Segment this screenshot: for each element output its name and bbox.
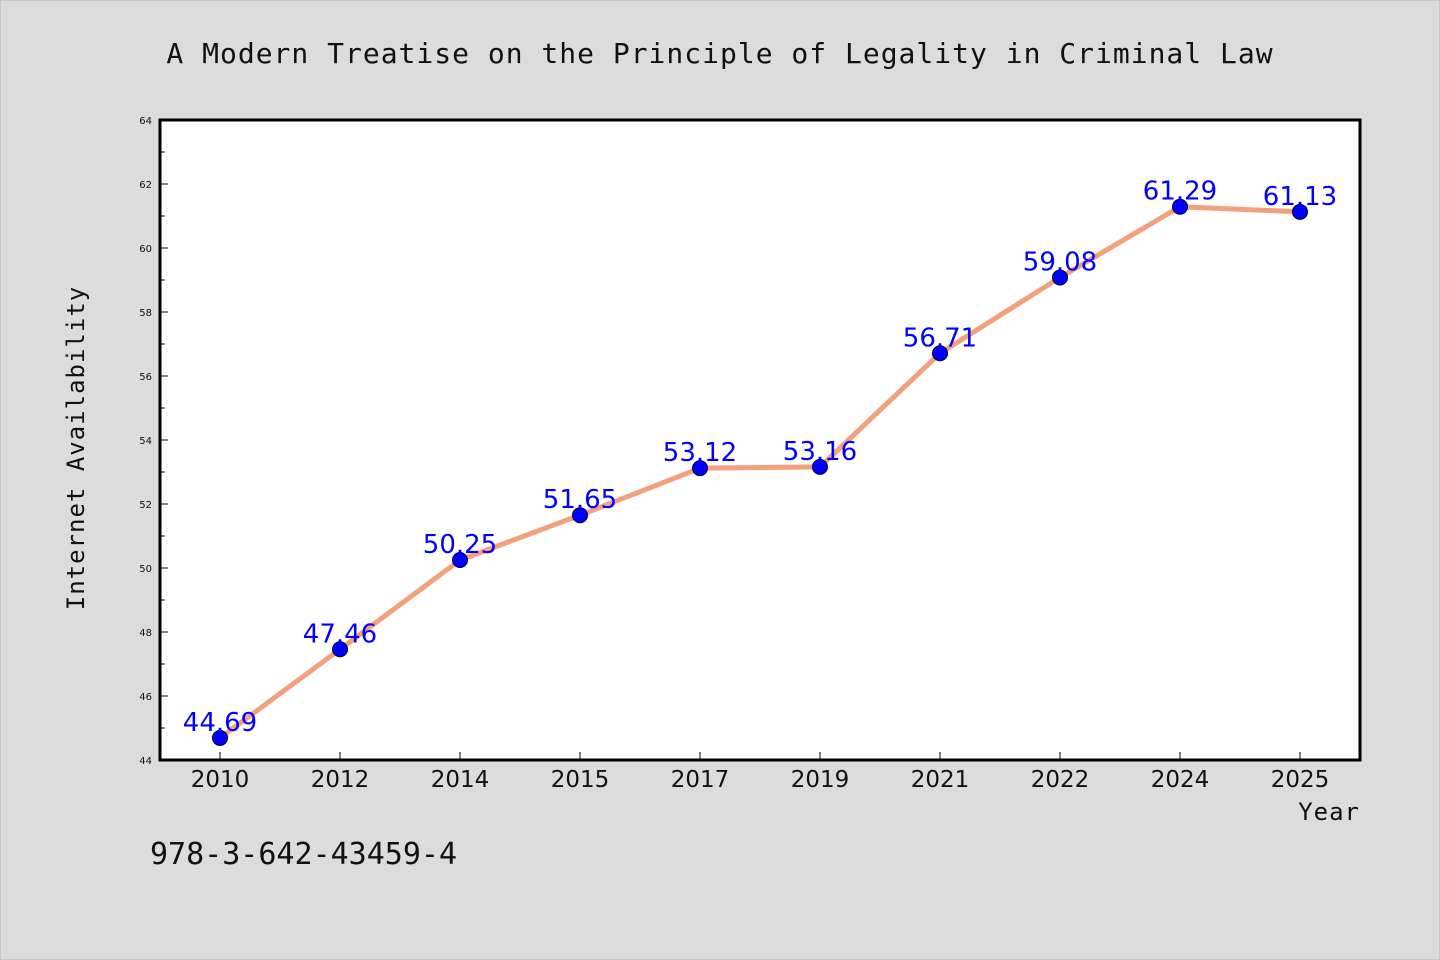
x-tick-label: 2025 bbox=[1271, 767, 1330, 793]
data-point-marker bbox=[452, 552, 468, 568]
y-tick-label: 58 bbox=[139, 308, 152, 319]
series-layer bbox=[212, 198, 1308, 746]
data-label: 61.29 bbox=[1143, 177, 1217, 207]
data-point-marker bbox=[1052, 269, 1068, 286]
data-point-marker bbox=[332, 641, 348, 658]
data-label-layer: 44.69 47.46 50.25 51.65 53.12 53.16 56.71 59.08… bbox=[183, 177, 1337, 738]
x-axis-label: Year bbox=[1298, 798, 1360, 826]
data-point-marker bbox=[1292, 203, 1308, 220]
data-label: 51.65 bbox=[543, 485, 617, 515]
x-tick-label: 2014 bbox=[431, 767, 490, 793]
y-axis: 44 46 48 50 52 54 56 58 60 62 64 bbox=[139, 116, 168, 767]
y-axis-label: Internet Availability bbox=[62, 286, 90, 610]
data-label: 59.08 bbox=[1023, 247, 1097, 277]
y-tick-label: 48 bbox=[139, 628, 152, 639]
chart-title: A Modern Treatise on the Principle of Le… bbox=[166, 37, 1273, 70]
data-label: 56.71 bbox=[903, 323, 977, 353]
x-tick-label: 2021 bbox=[911, 767, 970, 793]
y-tick-label: 56 bbox=[139, 372, 152, 383]
x-tick-label: 2015 bbox=[551, 767, 610, 793]
y-tick-label: 54 bbox=[139, 436, 152, 447]
data-point-marker bbox=[692, 460, 708, 477]
y-tick-label: 46 bbox=[139, 692, 152, 703]
y-tick-label: 50 bbox=[139, 564, 152, 575]
y-tick-label: 64 bbox=[139, 116, 152, 127]
data-label: 53.12 bbox=[663, 438, 737, 468]
x-axis: 2010 2012 2014 2015 2017 2019 2021 2022 2024 2025 bbox=[191, 752, 1330, 793]
data-point-marker bbox=[932, 345, 948, 362]
data-point-marker bbox=[812, 458, 828, 475]
x-tick-label: 2012 bbox=[311, 767, 370, 793]
data-label: 50.25 bbox=[423, 530, 497, 560]
series-line bbox=[217, 204, 1303, 741]
y-tick-label: 62 bbox=[139, 180, 152, 191]
data-label: 61.13 bbox=[1263, 182, 1337, 212]
data-label: 53.16 bbox=[783, 437, 857, 467]
data-label: 44.69 bbox=[183, 708, 257, 738]
x-tick-label: 2017 bbox=[671, 767, 730, 793]
y-tick-label: 44 bbox=[139, 756, 152, 767]
y-tick-label: 60 bbox=[139, 244, 152, 255]
x-tick-label: 2024 bbox=[1151, 767, 1210, 793]
x-tick-label: 2010 bbox=[191, 767, 250, 793]
data-point-marker bbox=[1172, 198, 1188, 215]
isbn-text: 978-3-642-43459-4 bbox=[150, 837, 457, 872]
data-point-marker bbox=[572, 507, 588, 524]
x-tick-label: 2019 bbox=[791, 767, 850, 793]
data-point-marker bbox=[212, 729, 228, 746]
data-label: 47.46 bbox=[303, 619, 377, 649]
plot-area bbox=[158, 118, 1362, 762]
y-tick-label: 52 bbox=[139, 500, 152, 511]
x-tick-label: 2022 bbox=[1031, 767, 1090, 793]
